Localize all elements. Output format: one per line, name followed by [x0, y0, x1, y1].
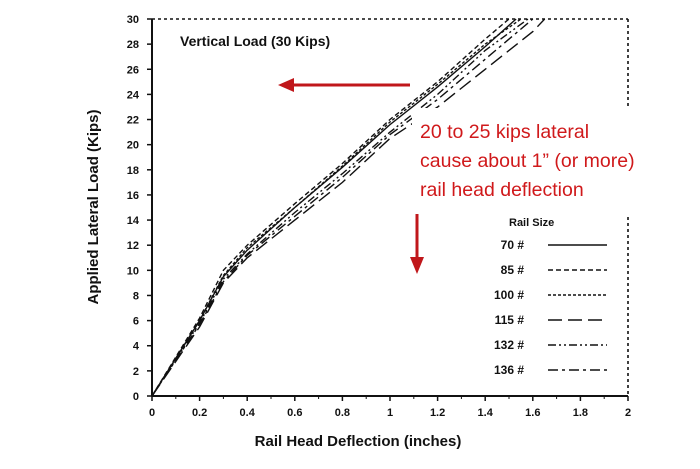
legend-title: Rail Size [509, 217, 554, 229]
y-tick-label: 22 [127, 115, 139, 127]
left-arrow-head [278, 78, 294, 92]
y-tick-label: 12 [127, 240, 139, 252]
x-tick-label: 0.8 [335, 407, 350, 419]
y-tick-label: 16 [127, 190, 139, 202]
series-line-115 [151, 18, 546, 397]
legend-label: 100 # [494, 288, 524, 302]
legend-label: 136 # [494, 363, 524, 377]
x-tick-label: 1.4 [478, 407, 494, 419]
legend-label: 70 # [501, 238, 525, 252]
x-tick-label: 1.2 [430, 407, 445, 419]
legend: Rail Size 70 # 85 # 100 # 115 # 132 # 136 # [494, 217, 607, 377]
x-tick-label: 0.2 [192, 407, 207, 419]
callout-note: 20 to 25 kips lateral cause about 1” (or… [412, 108, 698, 214]
x-tick-label: 1 [387, 407, 393, 419]
y-tick-label: 30 [127, 14, 139, 26]
series-line-100 [151, 18, 522, 397]
y-tick-label: 28 [127, 39, 139, 51]
y-tick-label: 24 [127, 89, 140, 101]
vertical-load-note: Vertical Load (30 Kips) [180, 33, 330, 49]
y-tick-label: 2 [133, 366, 139, 378]
y-tick-label: 20 [127, 140, 139, 152]
y-axis-title: Applied Lateral Load (Kips) [85, 109, 102, 304]
callout-line-1: 20 to 25 kips lateral [420, 121, 590, 143]
x-tick-label: 0.4 [240, 407, 256, 419]
y-tick-label: 14 [127, 215, 140, 227]
series-line-132 [151, 18, 529, 397]
x-axis-title: Rail Head Deflection (inches) [255, 433, 462, 450]
y-tick-label: 26 [127, 64, 139, 76]
x-tick-label: 1.8 [573, 407, 588, 419]
y-tick-label: 4 [133, 341, 140, 353]
series-line-85 [151, 18, 510, 397]
series-line-136 [151, 18, 534, 397]
x-tick-label: 2 [625, 407, 631, 419]
x-tick-label: 0.6 [287, 407, 302, 419]
y-tick-label: 10 [127, 265, 139, 277]
legend-label: 85 # [501, 263, 525, 277]
down-arrow-head [410, 257, 424, 274]
x-tick-label: 0 [149, 407, 155, 419]
callout-line-2: cause about 1” (or more) [420, 150, 635, 172]
y-tick-label: 8 [133, 290, 139, 302]
y-tick-label: 6 [133, 316, 139, 328]
y-tick-label: 0 [133, 391, 139, 403]
y-tick-label: 18 [127, 165, 139, 177]
x-tick-label: 1.6 [525, 407, 540, 419]
legend-label: 115 # [495, 313, 525, 327]
legend-label: 132 # [494, 338, 524, 352]
callout-line-3: rail head deflection [420, 179, 584, 201]
